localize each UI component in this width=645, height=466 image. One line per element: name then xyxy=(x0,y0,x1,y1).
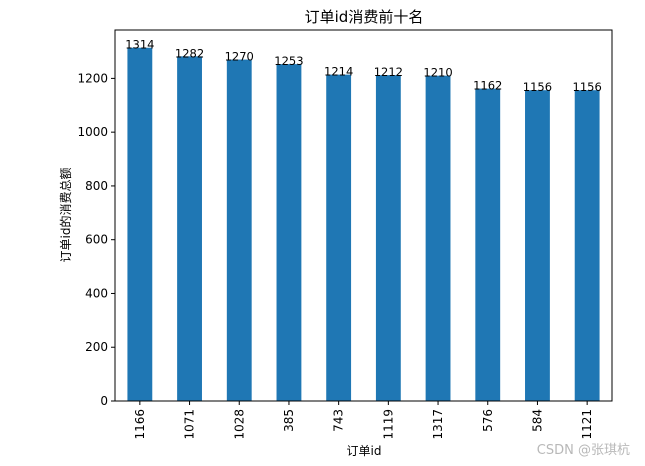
x-tick-label: 743 xyxy=(332,409,346,432)
bar xyxy=(425,75,451,402)
x-tick-label: 576 xyxy=(481,409,495,432)
bar xyxy=(276,64,302,401)
bar-value-label: 1210 xyxy=(423,66,452,80)
y-axis: 0 200 400 600 800 1000 1200 xyxy=(77,71,115,408)
chart-title: 订单id消费前十名 xyxy=(305,8,424,26)
x-tick-label: 1028 xyxy=(232,409,246,440)
bar-value-label: 1212 xyxy=(374,65,403,79)
x-tick-label: 1121 xyxy=(580,409,594,440)
bar-value-label: 1156 xyxy=(523,80,552,94)
y-tick-label: 200 xyxy=(85,340,108,354)
bar-value-label: 1162 xyxy=(473,79,502,93)
y-tick-label: 0 xyxy=(100,394,108,408)
bar-value-label: 1270 xyxy=(225,50,254,64)
bar-value-label: 1214 xyxy=(324,65,353,79)
x-tick-label: 1166 xyxy=(133,409,147,440)
bar xyxy=(226,59,252,402)
bar-labels-layer: 1314 1282 1270 1253 1214 1212 1210 1162 1156 1156 xyxy=(125,38,602,94)
x-tick-label: 1119 xyxy=(381,409,395,440)
y-tick-label: 600 xyxy=(85,233,108,247)
y-tick-label: 400 xyxy=(85,286,108,300)
bar xyxy=(574,90,600,402)
bar-value-label: 1156 xyxy=(573,80,602,94)
plot-frame xyxy=(114,29,613,402)
x-tick-label: 584 xyxy=(530,409,544,432)
y-tick-label: 800 xyxy=(85,179,108,193)
bar xyxy=(127,47,153,402)
bar xyxy=(525,90,550,402)
bar-value-label: 1282 xyxy=(175,46,204,60)
bar xyxy=(375,75,401,401)
bars-layer xyxy=(127,47,600,402)
y-tick-label: 1200 xyxy=(77,71,108,85)
bar xyxy=(475,88,501,402)
bar-value-label: 1253 xyxy=(274,54,303,68)
x-tick-label: 385 xyxy=(282,409,296,432)
bar-value-label: 1314 xyxy=(125,38,154,52)
y-tick-label: 1000 xyxy=(77,125,108,139)
x-axis: 1166 1071 1028 385 743 1119 1317 576 584 1121 xyxy=(133,401,594,440)
bar xyxy=(177,56,202,402)
x-axis-label: 订单id xyxy=(347,444,382,458)
y-axis-label: 订单id的消费总额 xyxy=(58,168,73,263)
bar xyxy=(326,74,352,401)
x-tick-label: 1071 xyxy=(183,409,197,440)
x-tick-label: 1317 xyxy=(431,409,445,440)
watermark-text: CSDN @张琪杭 xyxy=(537,443,630,458)
